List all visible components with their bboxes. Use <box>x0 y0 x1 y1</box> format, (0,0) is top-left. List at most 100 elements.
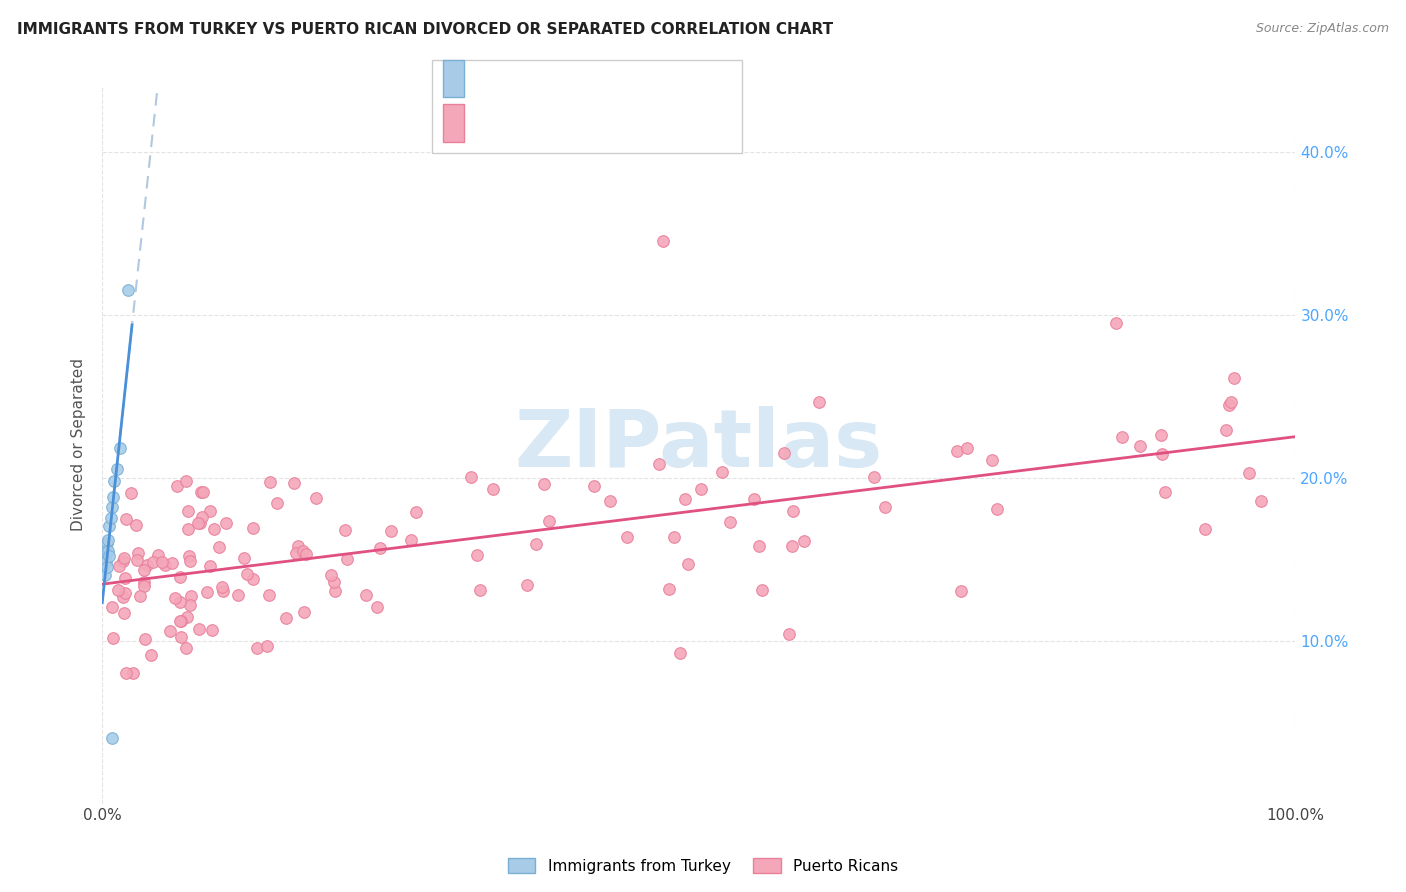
Point <box>537 514 560 528</box>
Point <box>1218 397 1240 411</box>
Point <box>94 555 117 569</box>
Point <box>112 607 135 621</box>
Point <box>658 582 681 596</box>
Point <box>287 539 309 553</box>
Point <box>93 549 115 563</box>
Point <box>180 590 202 604</box>
Point <box>125 552 148 566</box>
Point <box>127 546 149 560</box>
Point <box>266 495 288 509</box>
Text: 0.479: 0.479 <box>524 114 578 132</box>
Point <box>134 579 156 593</box>
Point <box>1153 485 1175 500</box>
Point <box>176 474 198 488</box>
Point <box>108 442 131 456</box>
Legend: Immigrants from Turkey, Puerto Ricans: Immigrants from Turkey, Puerto Ricans <box>502 852 904 880</box>
Point <box>673 491 696 506</box>
Point <box>114 586 136 600</box>
Text: IMMIGRANTS FROM TURKEY VS PUERTO RICAN DIVORCED OR SEPARATED CORRELATION CHART: IMMIGRANTS FROM TURKEY VS PUERTO RICAN D… <box>17 22 832 37</box>
Point <box>93 544 115 558</box>
Point <box>101 600 124 615</box>
Point <box>465 548 488 562</box>
Point <box>101 632 124 646</box>
Point <box>1150 428 1173 442</box>
Point <box>98 519 121 533</box>
Point <box>134 563 156 577</box>
Text: Source: ZipAtlas.com: Source: ZipAtlas.com <box>1256 22 1389 36</box>
Point <box>195 585 218 599</box>
Point <box>125 517 148 532</box>
Point <box>187 516 209 530</box>
Point <box>170 630 193 644</box>
Point <box>945 444 967 458</box>
Point <box>112 551 135 566</box>
Point <box>599 494 621 508</box>
Point <box>107 582 129 597</box>
Point <box>284 546 307 560</box>
Point <box>399 533 422 548</box>
Point <box>153 558 176 572</box>
Point <box>135 558 157 572</box>
Point <box>226 588 249 602</box>
Point <box>711 465 734 479</box>
Text: R =: R = <box>478 114 515 132</box>
Point <box>191 510 214 524</box>
Point <box>214 516 236 530</box>
Point <box>1111 429 1133 443</box>
Point <box>322 574 344 589</box>
Point <box>807 394 830 409</box>
Point <box>169 595 191 609</box>
Point <box>212 583 235 598</box>
Point <box>1105 316 1128 330</box>
Point <box>368 541 391 555</box>
Point <box>198 503 221 517</box>
Point <box>256 640 278 654</box>
Point <box>669 646 692 660</box>
Point <box>93 568 115 582</box>
Point <box>718 515 741 529</box>
Point <box>111 554 134 568</box>
Point <box>100 500 122 514</box>
Point <box>950 583 973 598</box>
Point <box>176 610 198 624</box>
Point <box>862 470 884 484</box>
Text: 0.322: 0.322 <box>524 70 578 87</box>
Y-axis label: Divorced or Separated: Divorced or Separated <box>72 359 86 532</box>
Text: 21: 21 <box>638 70 661 87</box>
Point <box>169 570 191 584</box>
Point <box>101 490 124 504</box>
Point <box>333 523 356 537</box>
Point <box>166 479 188 493</box>
Point <box>259 475 281 490</box>
Point <box>97 544 120 558</box>
Point <box>257 588 280 602</box>
Point <box>616 530 638 544</box>
Point <box>188 622 211 636</box>
Point <box>96 536 118 550</box>
Point <box>305 491 328 505</box>
Point <box>274 611 297 625</box>
Point <box>160 556 183 570</box>
Point <box>128 589 150 603</box>
Point <box>159 624 181 638</box>
Point <box>208 541 231 555</box>
Point <box>242 572 264 586</box>
Point <box>323 584 346 599</box>
Point <box>405 505 427 519</box>
Point <box>139 648 162 662</box>
Point <box>198 559 221 574</box>
Point <box>134 575 156 590</box>
Point <box>336 551 359 566</box>
Point <box>93 560 115 574</box>
Point <box>873 500 896 515</box>
Point <box>366 600 388 615</box>
Point <box>120 486 142 500</box>
Point <box>177 549 200 563</box>
Point <box>1250 494 1272 508</box>
Point <box>108 559 131 574</box>
Point <box>96 560 118 574</box>
Point <box>115 512 138 526</box>
Point <box>380 524 402 539</box>
Text: ZIPatlas: ZIPatlas <box>515 406 883 484</box>
Point <box>742 491 765 506</box>
